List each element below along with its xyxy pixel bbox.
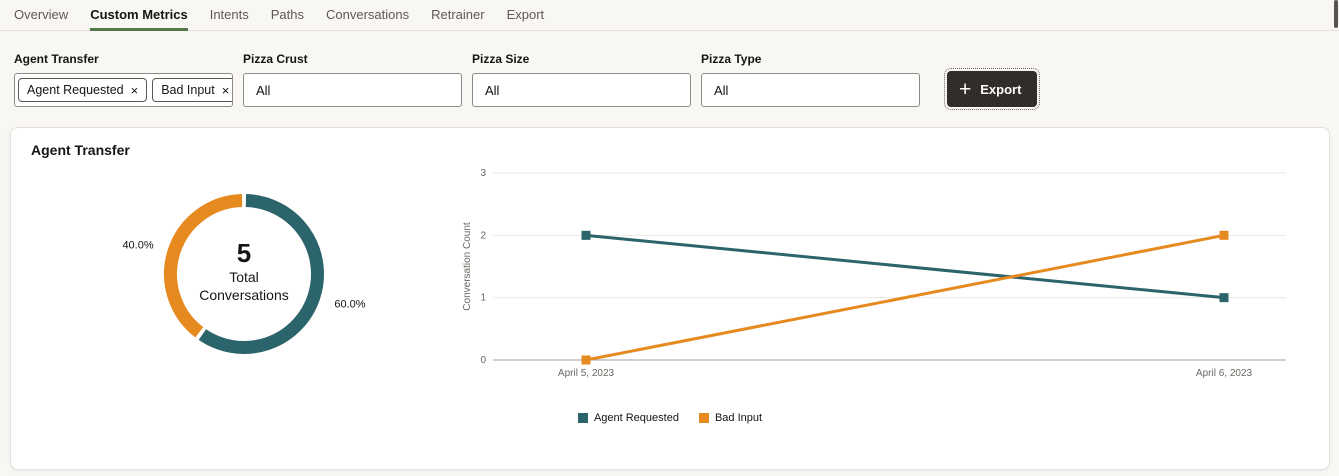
donut-center-label: Total [229,269,259,285]
line-series [585,233,1225,362]
data-point-marker [1219,230,1229,240]
donut-slice-label: 60.0% [334,298,365,310]
chip-dismiss-icon[interactable]: × [221,82,230,98]
tab-paths[interactable]: Paths [270,6,304,22]
donut-slice-label: 40.0% [122,240,153,252]
pizza-crust-filter-label: Pizza Crust [243,52,308,66]
chip-label: Agent Requested [27,83,124,97]
vertical-scrollbar-thumb[interactable] [1334,0,1338,28]
pizza-type-select[interactable]: All [701,73,920,107]
top-tab-bar: Overview Custom Metrics Intents Paths Co… [0,0,1339,31]
tab-conversations[interactable]: Conversations [326,6,410,22]
y-axis-label: Conversation Count [462,222,473,311]
donut-slice [164,194,243,338]
donut-center-label: Conversations [199,287,289,303]
donut-center-value: 5 [237,238,251,268]
pizza-crust-filter: Pizza Crust All [243,52,462,107]
pizza-crust-select[interactable]: All [243,73,462,107]
filter-bar: Agent Transfer Agent Requested × Bad Inp… [0,31,1339,110]
tab-intents[interactable]: Intents [209,6,249,22]
pizza-size-filter-label: Pizza Size [472,52,530,66]
chart-legend: Agent Requested Bad Input [11,412,1329,424]
legend-item-bad-input[interactable]: Bad Input [698,412,763,424]
y-tick-label: 0 [480,355,486,366]
plus-icon: + [959,77,972,101]
donut-slice [198,194,324,354]
legend-label: Agent Requested [593,412,679,424]
data-point-marker [1219,293,1229,303]
line-chart[interactable]: 0 1 2 3 Conversation Count April 5, 2023 April… [456,161,1306,391]
filter-chip-agent-requested[interactable]: Agent Requested × [18,78,148,102]
agent-transfer-chart-card: Agent Transfer 60.0% 40.0% 5 Total Conversat… [10,127,1330,470]
pizza-size-value: All [485,82,500,98]
agent-transfer-filter: Agent Transfer Agent Requested × Bad Inp… [14,52,233,107]
tab-retrainer[interactable]: Retrainer [431,6,485,22]
x-tick-label: April 5, 2023 [558,368,615,379]
legend-swatch [698,413,709,423]
tab-export[interactable]: Export [506,6,545,22]
chip-dismiss-icon[interactable]: × [130,82,139,98]
pizza-size-filter: Pizza Size All [472,52,691,107]
y-tick-label: 3 [480,168,486,179]
tab-custom-metrics[interactable]: Custom Metrics [90,0,188,31]
export-button[interactable]: + Export [943,68,1041,110]
export-button-label: Export [980,81,1022,97]
tab-overview[interactable]: Overview [14,6,69,22]
agent-transfer-select[interactable]: Agent Requested × Bad Input × [14,73,233,107]
pizza-type-filter: Pizza Type All [701,52,920,107]
legend-item-agent-requested[interactable]: Agent Requested [577,412,679,424]
y-tick-label: 1 [480,293,486,304]
pizza-type-filter-label: Pizza Type [701,52,762,66]
y-tick-label: 2 [480,230,486,241]
agent-transfer-filter-label: Agent Transfer [14,52,99,66]
pizza-size-select[interactable]: All [472,73,691,107]
chart-card-title: Agent Transfer [31,142,130,158]
chip-label: Bad Input [161,83,215,97]
legend-label: Bad Input [714,412,763,424]
data-point-marker [581,355,591,365]
data-point-marker [581,230,591,240]
filter-chip-bad-input[interactable]: Bad Input × [152,78,232,102]
line-series [585,233,1225,300]
x-tick-label: April 6, 2023 [1196,368,1253,379]
pizza-crust-value: All [256,82,271,98]
legend-swatch [577,413,588,423]
pizza-type-value: All [714,82,729,98]
